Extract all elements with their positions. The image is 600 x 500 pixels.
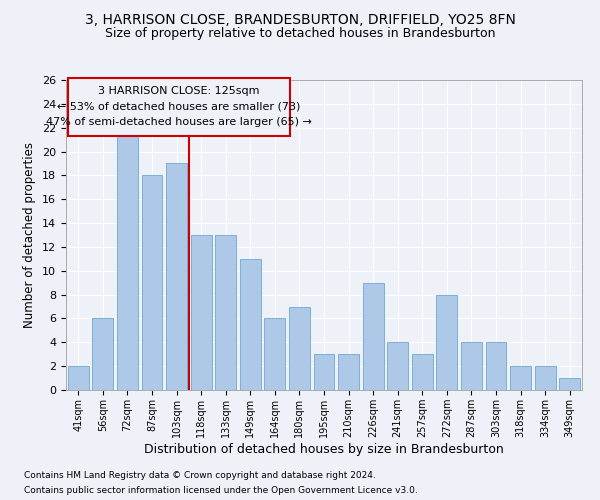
Bar [265, 318, 286, 390]
Bar [559, 378, 580, 390]
Bar [535, 366, 556, 390]
X-axis label: Distribution of detached houses by size in Brandesburton: Distribution of detached houses by size … [144, 442, 504, 456]
FancyBboxPatch shape [68, 78, 290, 136]
Y-axis label: Number of detached properties: Number of detached properties [23, 142, 37, 328]
Bar [142, 176, 163, 390]
Bar [191, 235, 212, 390]
Text: 47% of semi-detached houses are larger (65) →: 47% of semi-detached houses are larger (… [46, 117, 312, 127]
Text: Contains public sector information licensed under the Open Government Licence v3: Contains public sector information licen… [24, 486, 418, 495]
Bar [387, 342, 408, 390]
Text: Contains HM Land Registry data © Crown copyright and database right 2024.: Contains HM Land Registry data © Crown c… [24, 471, 376, 480]
Bar [117, 128, 138, 390]
Text: 3 HARRISON CLOSE: 125sqm: 3 HARRISON CLOSE: 125sqm [98, 86, 260, 96]
Bar [289, 306, 310, 390]
Text: Size of property relative to detached houses in Brandesburton: Size of property relative to detached ho… [105, 28, 495, 40]
Bar [215, 235, 236, 390]
Bar [92, 318, 113, 390]
Bar [166, 164, 187, 390]
Bar [338, 354, 359, 390]
Bar [412, 354, 433, 390]
Bar [510, 366, 531, 390]
Bar [68, 366, 89, 390]
Bar [240, 259, 261, 390]
Bar [461, 342, 482, 390]
Text: 3, HARRISON CLOSE, BRANDESBURTON, DRIFFIELD, YO25 8FN: 3, HARRISON CLOSE, BRANDESBURTON, DRIFFI… [85, 12, 515, 26]
Text: ← 53% of detached houses are smaller (73): ← 53% of detached houses are smaller (73… [58, 102, 301, 112]
Bar [485, 342, 506, 390]
Bar [314, 354, 334, 390]
Bar [436, 294, 457, 390]
Bar [362, 282, 383, 390]
